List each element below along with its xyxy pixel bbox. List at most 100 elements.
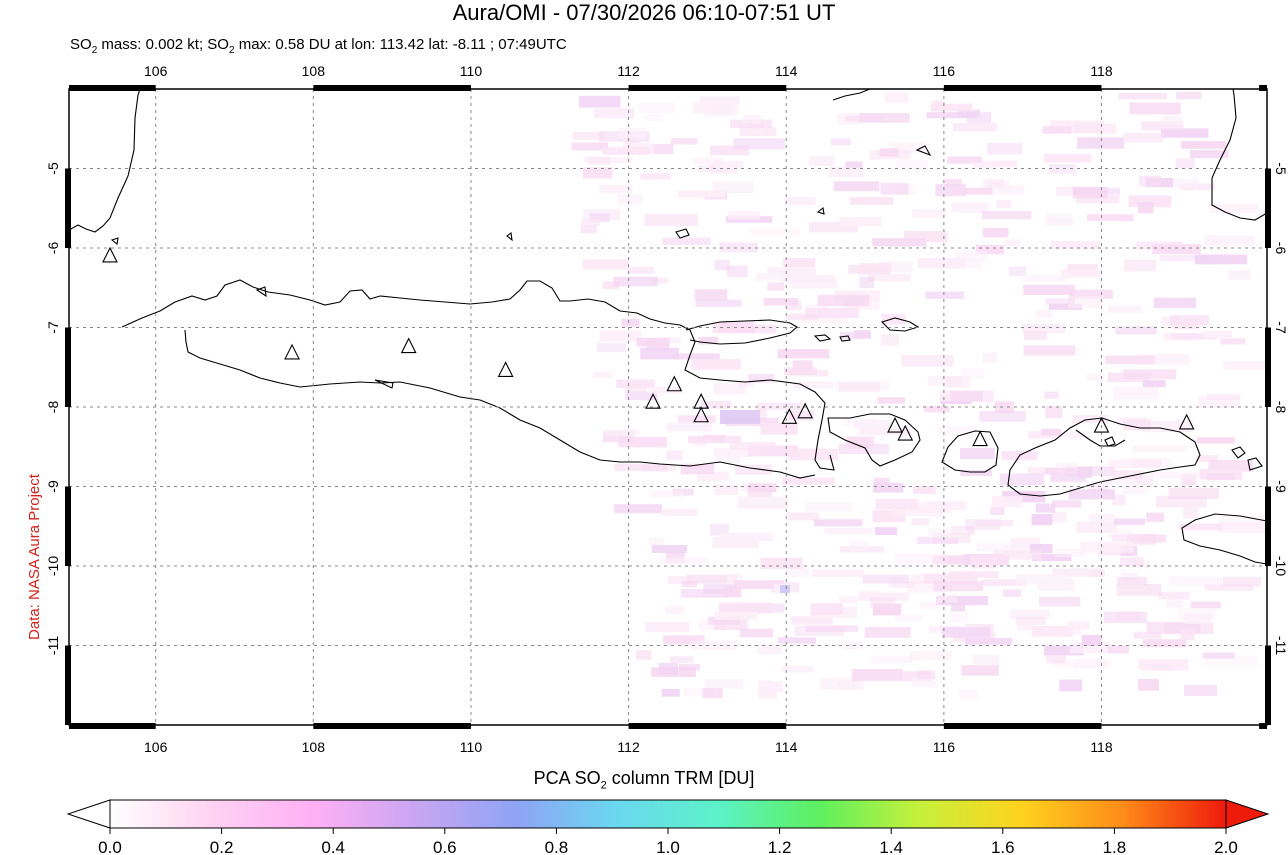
so2-pixel: [580, 225, 597, 234]
so2-pixel: [1069, 642, 1111, 654]
so2-pixel: [836, 681, 858, 690]
so2-pixel: [1107, 645, 1129, 654]
so2-pixel: [733, 138, 785, 150]
volcano-icon[interactable]: [1093, 416, 1110, 433]
volcano-icon[interactable]: [693, 406, 709, 423]
so2-pixel: [724, 324, 777, 334]
volcano-icon[interactable]: [797, 402, 814, 419]
island-komodo: [1247, 457, 1263, 471]
so2-pixel: [702, 688, 723, 699]
so2-pixel: [926, 501, 966, 510]
so2-pixel: [961, 368, 985, 379]
so2-pixel: [748, 123, 764, 135]
so2-pixel: [928, 528, 968, 539]
so2-pixel: [1123, 419, 1151, 431]
so2-pixel: [645, 622, 690, 633]
volcano-icon[interactable]: [400, 337, 417, 354]
so2-pixel: [652, 545, 687, 553]
volcano-icon[interactable]: [102, 246, 118, 263]
so2-pixel: [840, 332, 872, 340]
so2-pixel: [879, 148, 899, 157]
so2-pixel: [1158, 591, 1190, 600]
so2-pixel: [602, 430, 635, 443]
so2-pixel: [859, 421, 874, 428]
so2-pixel: [895, 159, 928, 171]
so2-pixel: [1035, 309, 1053, 319]
so2-pixel: [726, 265, 748, 277]
volcano-icon[interactable]: [666, 375, 683, 392]
so2-pixel: [582, 259, 630, 270]
frame-tick-bar-bottom: [943, 723, 1102, 729]
so2-pixel: [687, 435, 741, 444]
volcano-icon[interactable]: [645, 393, 661, 409]
frame-tick-bar-right: [1265, 327, 1271, 407]
colorbar-tick-label: 1.0: [656, 838, 680, 855]
volcano-icon[interactable]: [781, 408, 798, 424]
so2-pixel: [714, 259, 730, 271]
sumba-coast: [1181, 513, 1267, 565]
so2-pixel: [738, 496, 789, 509]
so2-pixel: [976, 245, 1005, 255]
so2-pixel: [862, 574, 910, 584]
sumatra-coast: [69, 89, 141, 233]
so2-pixel: [739, 628, 773, 638]
frame-tick-bar-left: [65, 645, 71, 725]
so2-pixel: [670, 138, 698, 145]
so2-pixel: [1031, 625, 1073, 637]
so2-pixel: [982, 352, 997, 363]
volcano-icon[interactable]: [972, 430, 989, 447]
so2-pixel: [1030, 544, 1053, 554]
coastlines: [69, 89, 1267, 565]
colorbar-tick-label: 1.2: [768, 838, 792, 855]
so2-pixel: [788, 512, 820, 521]
so2-pixel: [788, 448, 839, 461]
so2-pixel: [694, 289, 728, 301]
so2-pixel: [723, 586, 742, 598]
so2-pixel: [666, 422, 712, 432]
so2-pixel: [1181, 474, 1197, 486]
so2-pixel: [668, 576, 691, 584]
volcano-icon[interactable]: [497, 361, 514, 377]
so2-pixel: [695, 299, 742, 307]
so2-pixel: [720, 532, 774, 542]
so2-pixel: [1100, 476, 1147, 484]
so2-pixel: [1123, 132, 1164, 143]
so2-pixel: [680, 589, 729, 598]
so2-pixel: [792, 381, 835, 389]
so2-pixel: [864, 627, 911, 638]
summary-subscript: 2: [228, 45, 235, 56]
so2-pixel: [951, 202, 989, 213]
volcano-icon[interactable]: [284, 343, 300, 360]
so2-pixel: [640, 347, 679, 360]
so2-pixel: [835, 380, 889, 390]
map-area[interactable]: [69, 89, 1267, 725]
so2-pixel: [916, 536, 959, 545]
so2-pixel: [1162, 115, 1182, 125]
so2-pixel: [726, 573, 743, 584]
so2-pixel: [737, 380, 754, 387]
so2-pixel: [1123, 259, 1156, 272]
so2-pixel: [1086, 373, 1102, 381]
so2-pixel: [1022, 274, 1068, 282]
so2-pixel: [884, 92, 909, 103]
volcano-icon[interactable]: [887, 416, 903, 433]
so2-pixel: [757, 644, 783, 655]
so2-pixel: [951, 603, 966, 612]
volcano-icon[interactable]: [897, 424, 914, 441]
so2-pixel: [1016, 616, 1046, 625]
frame-tick-bar-bottom: [628, 723, 787, 729]
summary-subscript: 2: [91, 45, 98, 56]
so2-pixel: [1054, 548, 1086, 558]
so2-pixel: [1139, 175, 1161, 187]
kalimantan-tip: [832, 89, 871, 101]
so2-pixel: [839, 382, 881, 393]
so2-pixel: [571, 142, 609, 151]
so2-pixel: [1168, 487, 1219, 499]
so2-pixel: [1039, 596, 1081, 607]
volcano-icon[interactable]: [1178, 413, 1195, 430]
so2-pixel: [1150, 471, 1202, 479]
so2-pixel: [599, 330, 642, 342]
so2-pixel: [786, 567, 809, 578]
so2-pixel: [1089, 514, 1116, 522]
